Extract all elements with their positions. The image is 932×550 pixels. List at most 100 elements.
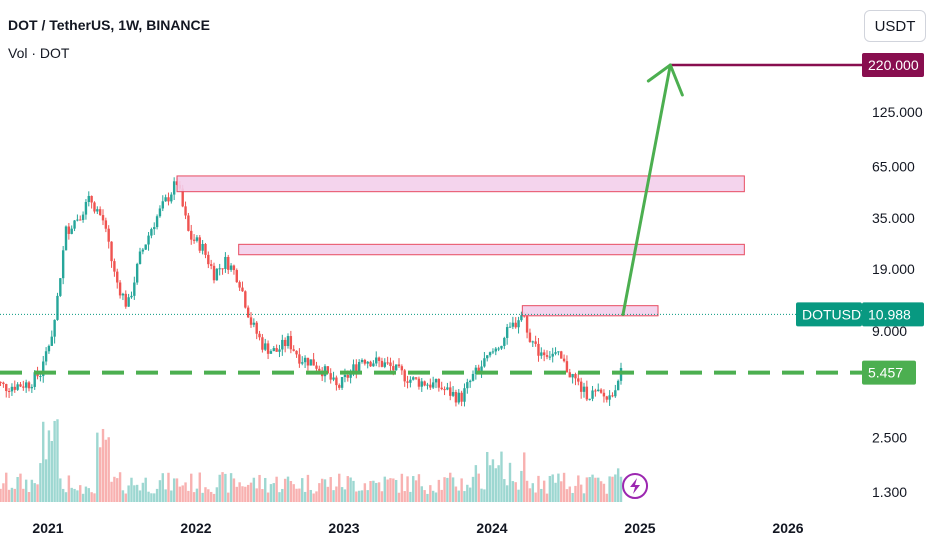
volume-bar <box>130 477 133 502</box>
price-tick-label: 9.000 <box>872 323 907 339</box>
candle-body <box>548 356 552 358</box>
volume-bar <box>505 485 509 502</box>
currency-button[interactable]: USDT <box>864 10 926 42</box>
volume-bar <box>198 472 201 502</box>
projection-arrow-head <box>646 63 684 97</box>
volume-bar <box>491 459 495 502</box>
candle-body <box>326 366 330 374</box>
volume-bar <box>73 488 76 502</box>
volume-bar <box>44 459 48 502</box>
candle-body <box>306 357 310 366</box>
volume-bar <box>562 472 566 502</box>
candle-body <box>394 364 398 371</box>
candle-body <box>229 265 233 270</box>
volume-bar <box>434 492 438 502</box>
event-flash-icon[interactable] <box>622 473 649 499</box>
time-tick-label: 2026 <box>772 520 803 536</box>
candle-body <box>161 201 164 209</box>
candle-body <box>392 366 395 371</box>
volume-bar <box>249 482 253 502</box>
volume-bar <box>172 478 176 502</box>
volume-bar <box>289 481 293 502</box>
candle-body <box>221 268 224 270</box>
candle-body <box>528 332 532 342</box>
candle-body <box>497 348 500 350</box>
volume-bar <box>212 493 216 502</box>
candle-body <box>577 378 580 382</box>
volume-bar <box>380 491 384 502</box>
volume-bar <box>565 489 569 502</box>
volume-bar <box>150 493 153 502</box>
candle-body <box>611 395 614 397</box>
volume-bar <box>36 484 39 502</box>
volume-bar <box>477 473 480 502</box>
volume-bar <box>468 487 472 502</box>
candle-body <box>500 345 503 349</box>
volume-bar <box>33 483 36 502</box>
volume-bar <box>272 483 275 502</box>
volume-bar <box>67 475 71 502</box>
candle-body <box>113 261 116 272</box>
volume-bar <box>167 472 170 502</box>
volume-bar <box>47 430 51 502</box>
candle-body <box>96 209 99 212</box>
volume-bar <box>98 447 102 502</box>
volume-bar <box>588 477 591 502</box>
volume-bar <box>551 474 554 502</box>
volume-bar <box>523 452 526 502</box>
volume-bar <box>266 492 270 502</box>
candle-body <box>275 348 278 352</box>
candle-body <box>568 372 571 378</box>
volume-bar <box>412 476 415 502</box>
volume-bar <box>460 478 463 502</box>
candle-body <box>588 398 591 400</box>
volume-bar <box>312 493 315 502</box>
volume-bar <box>454 486 458 502</box>
candle-body <box>207 254 210 265</box>
price-axis[interactable]: 220.000125.00065.00035.00019.0009.0002.5… <box>872 57 923 500</box>
candle-body <box>520 315 523 321</box>
volume-bar <box>170 490 173 502</box>
lightning-icon <box>630 478 641 494</box>
resistance-zone <box>176 175 745 193</box>
candle-body <box>309 359 312 366</box>
volume-bar <box>616 468 620 502</box>
time-tick-label: 2021 <box>32 520 63 536</box>
candle-body <box>414 377 418 379</box>
support-price-label-bg <box>862 360 916 385</box>
volume-bar <box>386 479 389 502</box>
volume-bar <box>594 477 597 502</box>
volume-bar <box>457 490 460 502</box>
volume-bar <box>343 489 347 502</box>
volume-bar <box>164 489 167 502</box>
volume-bar <box>429 485 432 502</box>
candle-body <box>491 351 495 353</box>
symbol-title[interactable]: DOT / TetherUS, 1W, BINANCE <box>8 17 210 33</box>
volume-bar <box>397 492 401 502</box>
volume-bar <box>244 486 247 502</box>
candle-body <box>608 395 611 400</box>
candle-body <box>486 355 489 359</box>
candle-body <box>141 249 145 252</box>
symbol-price-tag-bg <box>796 302 862 327</box>
candle-body <box>397 364 401 367</box>
candle-body <box>286 336 290 347</box>
candle-body <box>79 219 82 221</box>
volume-bar <box>426 493 429 502</box>
candle-body <box>616 380 620 391</box>
volume-bar <box>278 492 281 502</box>
candle-body <box>249 317 253 325</box>
candle-body <box>480 366 483 373</box>
volume-bar <box>375 482 378 502</box>
time-axis[interactable]: 2021 2022 2023 2024 2025 2026 <box>32 520 803 536</box>
candle-body <box>73 220 76 229</box>
candle-body <box>190 230 193 240</box>
candle-body <box>514 322 517 328</box>
volume-bar <box>480 488 483 502</box>
volume-bar <box>42 421 45 502</box>
volume-bar <box>528 488 532 502</box>
volume-bar <box>446 477 449 502</box>
volume-bar <box>585 477 589 502</box>
volume-indicator-label[interactable]: Vol · DOT <box>8 45 70 61</box>
